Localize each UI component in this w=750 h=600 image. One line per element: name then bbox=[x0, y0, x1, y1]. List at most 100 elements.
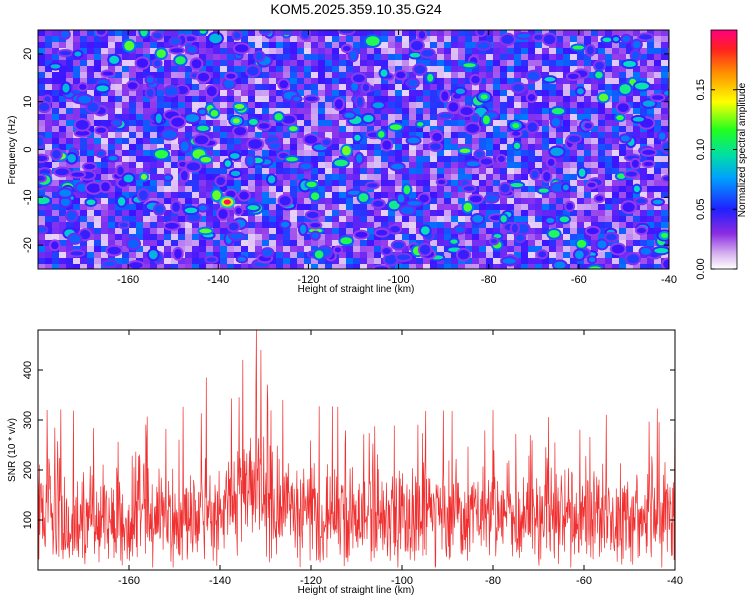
heatmap-cell bbox=[297, 204, 305, 211]
heatmap-cell bbox=[647, 228, 655, 235]
heatmap-cell bbox=[556, 156, 564, 163]
heatmap-cell bbox=[451, 264, 459, 269]
heatmap-blob bbox=[79, 84, 87, 90]
heatmap-cell bbox=[409, 114, 417, 121]
heatmap-cell bbox=[283, 186, 291, 193]
heatmap-cell bbox=[136, 84, 144, 91]
heatmap-cell bbox=[108, 96, 116, 103]
heatmap-cell bbox=[598, 138, 606, 145]
heatmap-cell bbox=[374, 114, 382, 121]
heatmap-cell bbox=[584, 162, 592, 169]
heatmap-cell bbox=[262, 84, 270, 91]
heatmap-cell bbox=[115, 30, 123, 37]
heatmap-cell bbox=[577, 96, 585, 103]
heatmap-cell bbox=[192, 222, 200, 229]
heatmap-blob bbox=[351, 82, 359, 91]
heatmap-cell bbox=[626, 228, 634, 235]
heatmap-cell bbox=[528, 132, 536, 139]
heatmap-cell bbox=[276, 120, 284, 127]
heatmap-cell bbox=[549, 174, 557, 181]
heatmap-blob bbox=[209, 33, 222, 44]
heatmap-cell bbox=[647, 54, 655, 61]
heatmap-cell bbox=[276, 240, 284, 247]
heatmap-cell bbox=[346, 132, 354, 139]
heatmap-cell bbox=[192, 108, 200, 115]
heatmap-cell bbox=[269, 102, 277, 109]
heatmap-blob bbox=[170, 38, 180, 45]
heatmap-cell bbox=[332, 144, 340, 151]
heatmap-cell bbox=[346, 36, 354, 43]
heatmap-blob bbox=[662, 142, 669, 153]
heatmap-cell bbox=[206, 168, 214, 175]
heatmap-cell bbox=[388, 114, 396, 121]
heatmap-cell bbox=[500, 90, 508, 97]
heatmap-cell bbox=[206, 54, 214, 61]
heatmap-cell bbox=[283, 216, 291, 223]
heatmap-cell bbox=[136, 252, 144, 259]
heatmap-cell bbox=[255, 186, 263, 193]
heatmap-blob bbox=[414, 65, 426, 74]
heatmap-cell bbox=[542, 192, 550, 199]
heatmap-cell bbox=[570, 30, 578, 37]
heatmap-cell bbox=[598, 126, 606, 133]
heatmap-cell bbox=[269, 54, 277, 61]
heatmap-cell bbox=[381, 78, 389, 85]
heatmap-blob bbox=[642, 149, 656, 155]
heatmap-cell bbox=[325, 216, 333, 223]
heatmap-cell bbox=[101, 120, 109, 127]
heatmap-cell bbox=[318, 48, 326, 55]
heatmap-cell bbox=[451, 186, 459, 193]
heatmap-cell bbox=[234, 246, 242, 253]
heatmap-cell bbox=[276, 90, 284, 97]
heatmap-blob bbox=[267, 175, 276, 184]
heatmap-cell bbox=[577, 78, 585, 85]
heatmap-cell bbox=[619, 48, 627, 55]
heatmap-cell bbox=[38, 246, 46, 253]
heatmap-cell bbox=[493, 228, 501, 235]
heatmap-cell bbox=[374, 192, 382, 199]
heatmap-cell bbox=[437, 150, 445, 157]
heatmap-cell bbox=[185, 30, 193, 37]
heatmap-cell bbox=[647, 264, 655, 269]
heatmap-cell bbox=[521, 78, 529, 85]
heatmap-blob bbox=[301, 30, 310, 39]
heatmap-cell bbox=[318, 72, 326, 79]
heatmap-cell bbox=[647, 42, 655, 49]
heatmap-cell bbox=[255, 150, 263, 157]
heatmap-blob bbox=[247, 66, 259, 76]
heatmap-cell bbox=[304, 204, 312, 211]
heatmap-cell bbox=[269, 264, 277, 269]
heatmap-cell bbox=[248, 90, 256, 97]
heatmap-cell bbox=[542, 144, 550, 151]
heatmap-cell bbox=[605, 48, 613, 55]
heatmap-cell bbox=[262, 48, 270, 55]
heatmap-cell bbox=[479, 228, 487, 235]
heatmap-cell bbox=[136, 48, 144, 55]
heatmap-cell bbox=[556, 60, 564, 67]
heatmap-cell bbox=[164, 102, 172, 109]
heatmap-cell bbox=[654, 210, 662, 217]
heatmap-cell bbox=[283, 258, 291, 265]
heatmap-cell bbox=[640, 204, 648, 211]
heatmap-cell bbox=[402, 228, 410, 235]
heatmap-cell bbox=[164, 234, 172, 241]
heatmap-blob bbox=[310, 222, 321, 228]
heatmap-cell bbox=[269, 84, 277, 91]
heatmap-cell bbox=[542, 246, 550, 253]
heatmap-blob bbox=[187, 213, 200, 222]
heatmap-cell bbox=[423, 108, 431, 115]
heatmap-cell bbox=[220, 228, 228, 235]
heatmap-cell bbox=[647, 204, 655, 211]
heatmap-cell bbox=[500, 162, 508, 169]
heatmap-cell bbox=[213, 252, 221, 259]
heatmap-cell bbox=[213, 144, 221, 151]
heatmap-cell bbox=[206, 66, 214, 73]
heatmap-cell bbox=[297, 168, 305, 175]
heatmap-blob bbox=[602, 37, 612, 43]
heatmap-cell bbox=[332, 90, 340, 97]
heatmap-cell bbox=[213, 102, 221, 109]
heatmap-cell bbox=[234, 144, 242, 151]
heatmap-blob bbox=[87, 102, 99, 112]
heatmap-blob bbox=[156, 49, 166, 58]
heatmap-cell bbox=[409, 30, 417, 37]
